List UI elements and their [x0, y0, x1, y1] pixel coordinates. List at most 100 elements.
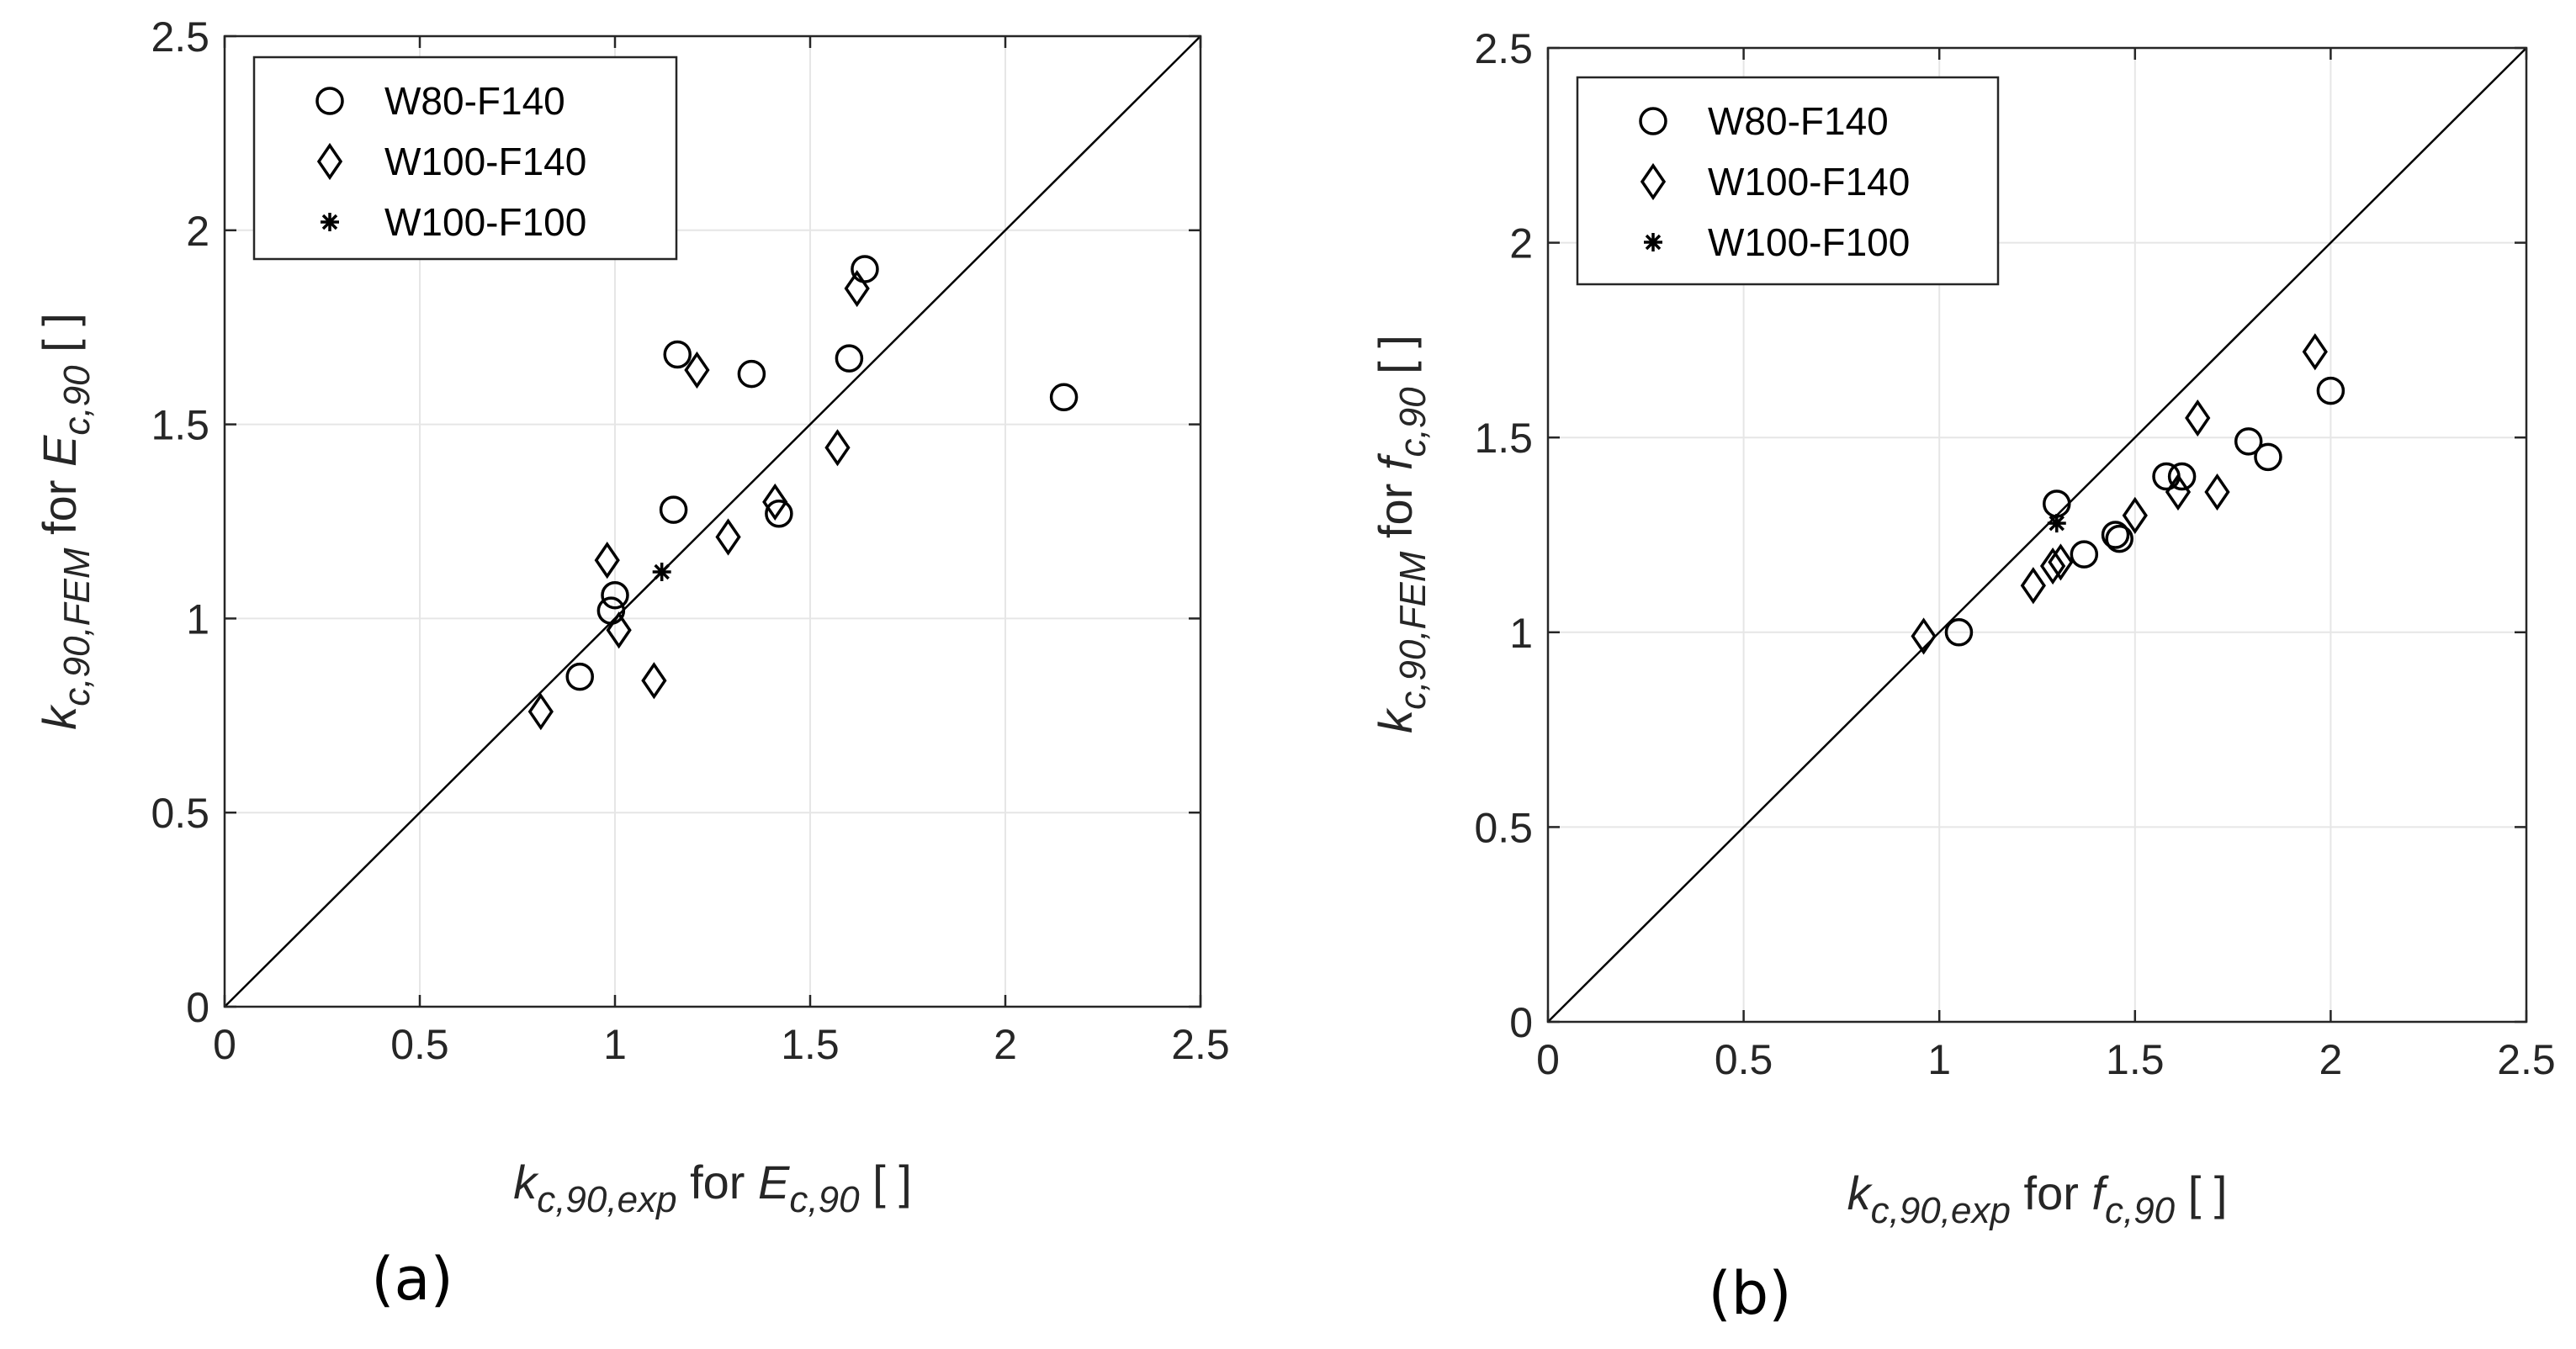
data-point-diamond: [2039, 547, 2066, 585]
legend-label: W80-F140: [1708, 99, 1889, 143]
axis-label-part: c,90: [56, 365, 98, 436]
axis-label-part: for: [677, 1156, 758, 1209]
data-point-circle: [565, 662, 594, 691]
legend-marker-circle: [315, 87, 344, 115]
x-tick-label: 2.5: [2497, 1036, 2556, 1083]
data-point-circle: [2105, 524, 2133, 553]
data-point-diamond: [2122, 496, 2148, 534]
y-tick-label: 0.5: [1474, 804, 1533, 851]
x-tick-label: 0: [213, 1021, 236, 1068]
legend-label: W100-F140: [1708, 160, 1910, 204]
data-point-circle: [765, 500, 793, 528]
x-axis-label: kc,90,exp for Ec,90 [ ]: [513, 1156, 912, 1220]
x-tick-label: 1.5: [781, 1021, 840, 1068]
x-tick-label: 1: [603, 1021, 627, 1068]
legend: W80-F140 W100-F140 W100-F100: [1576, 76, 2000, 286]
axis-label-part: E: [758, 1156, 790, 1209]
x-tick-label: 0.5: [1715, 1036, 1773, 1083]
axis-label-part: [ ]: [2175, 1166, 2227, 1219]
data-point-circle: [596, 596, 626, 625]
series-w80-f140: [565, 255, 1079, 691]
axis-label-part: E: [33, 435, 86, 467]
y-axis-label: kc,90,FEM for fc,90 [ ]: [1369, 335, 1434, 733]
data-point-diamond: [715, 518, 741, 556]
data-point-diamond: [2020, 567, 2046, 605]
data-point-diamond: [844, 269, 870, 308]
legend-label: W80-F140: [384, 79, 565, 123]
axis-label-part: k: [513, 1156, 539, 1209]
data-point-diamond: [2048, 543, 2074, 581]
data-point-circle: [1049, 383, 1079, 412]
axis-label-part: c,90,exp: [1871, 1190, 2011, 1231]
data-point-asterisk: [652, 563, 671, 582]
y-tick-label: 1: [1509, 610, 1533, 657]
data-point-diamond: [2302, 333, 2328, 371]
y-tick-label: 1: [186, 595, 209, 643]
panel-label: (a): [371, 1245, 453, 1314]
plot-area-frame: [223, 34, 1202, 1008]
data-point-diamond: [762, 483, 788, 521]
legend-marker-diamond: [1640, 162, 1667, 201]
axis-label-part: c,90: [1392, 387, 1434, 458]
axis-label-part: [ ]: [1369, 335, 1422, 387]
axis-label-part: [ ]: [860, 1156, 912, 1209]
x-tick-label: 1.5: [2106, 1036, 2165, 1083]
data-point-circle: [851, 255, 879, 283]
data-point-diamond: [2185, 399, 2211, 437]
data-point-circle: [835, 344, 864, 373]
axis-label-part: k: [1847, 1166, 1874, 1219]
axis-label-part: c,90,exp: [537, 1179, 676, 1220]
axis-label-part: c,90,FEM: [56, 548, 98, 706]
data-point-diamond: [641, 662, 667, 700]
y-tick-label: 2.5: [1474, 25, 1533, 72]
y-tick-label: 0: [1509, 999, 1533, 1046]
legend-label: W100-F140: [384, 140, 586, 183]
legend-label: W100-F100: [1708, 220, 1910, 264]
axis-label-part: k: [1369, 707, 1422, 733]
series-w100-f100: [2047, 514, 2066, 533]
axis-label-part: for: [2011, 1166, 2091, 1219]
data-point-circle: [2234, 427, 2263, 456]
y-axis-label: kc,90,FEM for Ec,90 [ ]: [33, 313, 98, 730]
y-tick-label: 0.5: [151, 790, 209, 837]
x-axis-label: kc,90,exp for fc,90 [ ]: [1847, 1166, 2228, 1231]
data-point-circle: [737, 359, 766, 389]
x-tick-label: 0: [1536, 1036, 1560, 1083]
data-point-circle: [2101, 521, 2130, 549]
data-point-circle: [601, 580, 629, 610]
axis-label-part: c,90: [2105, 1190, 2176, 1231]
data-point-circle: [663, 340, 692, 369]
axis-label-part: for: [33, 467, 86, 548]
series-w100-f140: [1911, 333, 2328, 655]
data-point-diamond: [606, 611, 632, 649]
x-tick-label: 2.5: [1171, 1021, 1230, 1068]
x-tick-label: 2: [2319, 1036, 2342, 1083]
y-tick-label: 0: [186, 984, 209, 1031]
axis-label-part: for: [1369, 470, 1422, 551]
axis-label-part: c,90: [789, 1179, 860, 1220]
axis-label-part: [ ]: [33, 313, 86, 365]
x-tick-label: 1: [1927, 1036, 1951, 1083]
series-w100-f100: [652, 563, 671, 582]
data-point-diamond: [527, 693, 554, 731]
reference-line-y-equals-x: [1547, 47, 2527, 1023]
axis-label-part: k: [33, 704, 86, 730]
x-tick-label: 0.5: [390, 1021, 449, 1068]
panel-label: (b): [1708, 1259, 1791, 1328]
y-tick-label: 2.5: [151, 13, 209, 61]
data-point-circle: [2316, 376, 2345, 405]
y-tick-label: 1.5: [151, 402, 209, 449]
legend-marker-asterisk: [1644, 233, 1662, 251]
data-point-circle: [2070, 540, 2099, 569]
data-point-diamond: [684, 351, 710, 389]
axis-label-part: c,90,FEM: [1392, 551, 1434, 710]
series-w100-f140: [527, 269, 870, 731]
data-point-diamond: [594, 542, 620, 579]
data-point-asterisk: [2047, 514, 2066, 533]
y-tick-label: 2: [186, 208, 209, 255]
legend-marker-circle: [1639, 107, 1667, 135]
data-point-circle: [659, 495, 688, 524]
legend-label: W100-F100: [384, 200, 586, 244]
legend-marker-diamond: [316, 142, 343, 181]
